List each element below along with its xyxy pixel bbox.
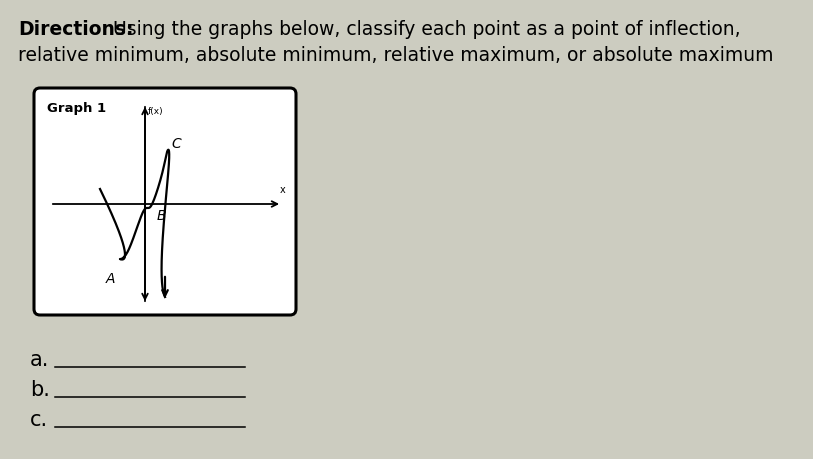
Text: Graph 1: Graph 1 [47, 102, 107, 115]
Text: b.: b. [30, 379, 50, 399]
Text: f(x): f(x) [148, 107, 163, 116]
FancyBboxPatch shape [34, 89, 296, 315]
Text: A: A [105, 271, 115, 285]
Text: relative minimum, absolute minimum, relative maximum, or absolute maximum: relative minimum, absolute minimum, rela… [18, 46, 773, 65]
Text: C: C [171, 137, 180, 151]
Text: B: B [157, 208, 167, 223]
Text: a.: a. [30, 349, 50, 369]
Text: Directions:: Directions: [18, 20, 133, 39]
Text: x: x [280, 185, 285, 195]
Text: Using the graphs below, classify each point as a point of inflection,: Using the graphs below, classify each po… [107, 20, 741, 39]
Text: c.: c. [30, 409, 48, 429]
